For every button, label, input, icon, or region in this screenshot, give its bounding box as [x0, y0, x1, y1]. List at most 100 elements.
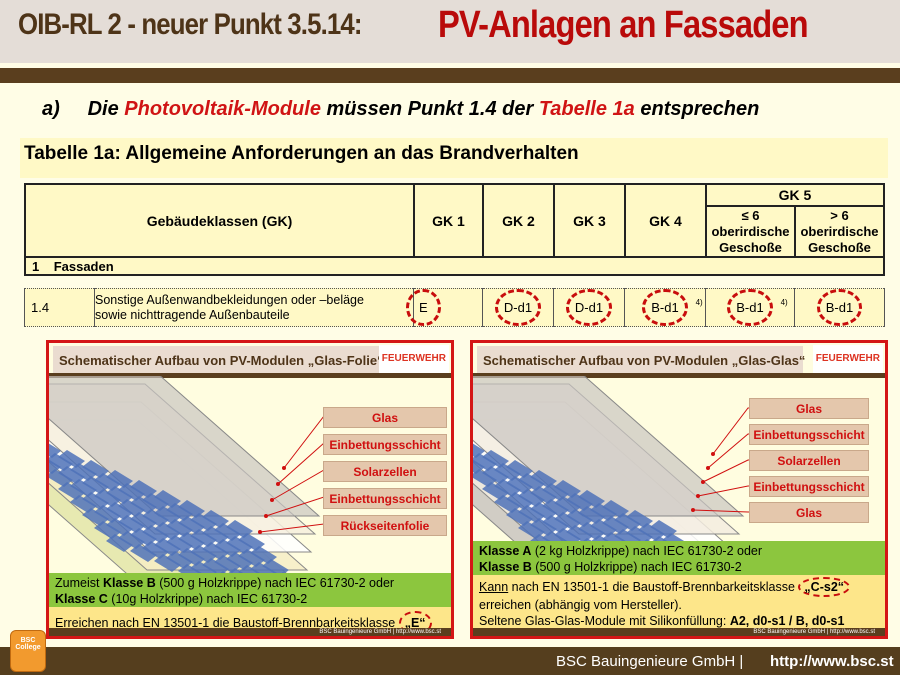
col-gk4: GK 4	[624, 183, 707, 258]
solar-cell	[518, 505, 545, 523]
solar-cell	[106, 518, 133, 536]
text: (500 g Holzkrippe) nach IEC 61730-2 oder	[155, 576, 395, 590]
footnote: 4)	[695, 298, 703, 307]
leader-dot	[691, 508, 695, 512]
slide-title: OIB-RL 2 - neuer Punkt 3.5.14: PV-Anlage…	[18, 4, 809, 46]
leader-dot	[282, 466, 286, 470]
solar-cell	[154, 506, 181, 524]
col-gk5: GK 5	[705, 183, 885, 207]
solar-cell	[202, 526, 229, 544]
solar-cell	[506, 508, 533, 526]
module-layer	[473, 376, 745, 517]
leader-dot	[264, 514, 268, 518]
requirements-table-header: Gebäudeklassen (GK) GK 1 GK 2 GK 3 GK 4 …	[24, 183, 885, 276]
solar-cell	[518, 473, 545, 491]
solar-cell	[554, 512, 581, 530]
solar-cell	[250, 546, 277, 564]
solar-cell	[614, 513, 641, 531]
solar-cell	[130, 496, 157, 514]
solar-cell	[602, 532, 626, 541]
solar-cell	[118, 531, 145, 549]
solar-cell	[70, 479, 97, 497]
text: Zumeist	[55, 576, 103, 590]
fire-class-test-info: Zumeist Klasse B (500 g Holzkrippe) nach…	[49, 573, 451, 607]
highlight-circle: E	[406, 289, 441, 326]
col-gk3: GK 3	[553, 183, 626, 258]
solar-cell	[506, 460, 533, 478]
feuerwehr-logo: FEUERWEHR	[379, 345, 449, 373]
footnote: 4)	[780, 298, 788, 307]
solar-cell	[566, 525, 593, 541]
solar-cell	[94, 505, 121, 523]
solar-cell	[142, 509, 169, 527]
bsc-college-badge: BSC College	[10, 630, 46, 672]
subtitle-text: müssen Punkt 1.4 der	[320, 98, 539, 120]
solar-cell	[542, 531, 568, 541]
solar-cell	[166, 551, 193, 569]
solar-cell	[530, 518, 557, 536]
cell-gk3: D-d1	[553, 288, 625, 327]
layer-label: Rückseitenfolie	[323, 515, 447, 536]
solar-cell	[506, 492, 533, 510]
text-bold: A2, d0-s1 / B, d0-s1	[729, 614, 845, 628]
solar-cell	[542, 499, 569, 517]
leader-dot	[706, 466, 710, 470]
solar-cell	[142, 541, 169, 559]
text: (10g Holzkrippe) nach IEC 61730-2	[107, 592, 308, 606]
solar-cell	[82, 508, 109, 526]
solar-cell	[202, 558, 229, 576]
solar-cell	[518, 489, 545, 507]
solar-cell	[166, 535, 193, 553]
solar-cell	[591, 535, 609, 541]
solar-cell	[473, 459, 485, 474]
section-row: 1 Fassaden	[24, 256, 885, 276]
solar-cell	[202, 510, 229, 528]
requirements-table-row: 1.4 Sonstige Außenwandbekleidungen oder …	[24, 288, 885, 327]
solar-cell	[178, 548, 205, 566]
solar-cell	[566, 493, 593, 511]
layer-label: Solarzellen	[749, 450, 869, 471]
leader-dot	[711, 452, 715, 456]
solar-cell	[70, 463, 97, 481]
solar-cell	[578, 506, 605, 524]
solar-cell	[518, 521, 545, 539]
fire-class-result: Erreichen nach EN 13501-1 die Baustoff-B…	[49, 607, 451, 635]
solar-cell	[482, 482, 509, 500]
solar-cell	[70, 495, 97, 513]
text-bold: Klasse C	[55, 592, 108, 606]
desc-line: sowie nichttragende Außenbauteile	[95, 307, 290, 322]
solar-cell	[106, 502, 133, 520]
solar-cell	[554, 496, 581, 514]
solar-cell	[542, 515, 569, 533]
solar-cell	[494, 495, 521, 513]
footer-url[interactable]: http://www.bsc.st	[770, 653, 894, 670]
solar-cell	[130, 544, 157, 562]
solar-cell	[190, 513, 217, 531]
section-label: Fassaden	[53, 258, 114, 274]
layer-label: Einbettungsschicht	[749, 424, 869, 445]
highlight-circle: B-d1	[816, 289, 863, 326]
cell-gk1: E	[406, 288, 483, 327]
cell-value: B-d1	[651, 300, 679, 315]
solar-cell	[190, 561, 217, 576]
panel-divider	[49, 373, 451, 378]
header-label: Gebäudeklassen (GK)	[24, 183, 415, 258]
solar-cell	[530, 534, 551, 541]
highlight-circle: B-d1 4)	[642, 289, 703, 326]
title-highlight: PV-Anlagen an Fassaden	[438, 4, 809, 46]
solar-cell	[554, 480, 581, 498]
text: (500 g Holzkrippe) nach IEC 61730-2	[531, 560, 742, 574]
cell-value: B-d1	[736, 300, 764, 315]
solar-cell	[590, 503, 617, 521]
solar-cell	[262, 559, 289, 576]
leader-dot	[270, 498, 274, 502]
fire-class-test-info: Klasse A (2 kg Holzkrippe) nach IEC 6173…	[473, 541, 885, 575]
title-bar	[0, 0, 900, 63]
panel-glas-glas: Schematischer Aufbau von PV-Modulen „Gla…	[470, 340, 888, 639]
solar-cell	[542, 483, 569, 501]
text: (2 kg Holzkrippe) nach IEC 61730-2 oder	[531, 544, 763, 558]
solar-cell	[190, 529, 217, 547]
cell-gk4: B-d1 4)	[624, 288, 706, 327]
solar-cell	[58, 466, 85, 484]
panel-title: Schematischer Aufbau von PV-Modulen „Gla…	[53, 346, 384, 376]
